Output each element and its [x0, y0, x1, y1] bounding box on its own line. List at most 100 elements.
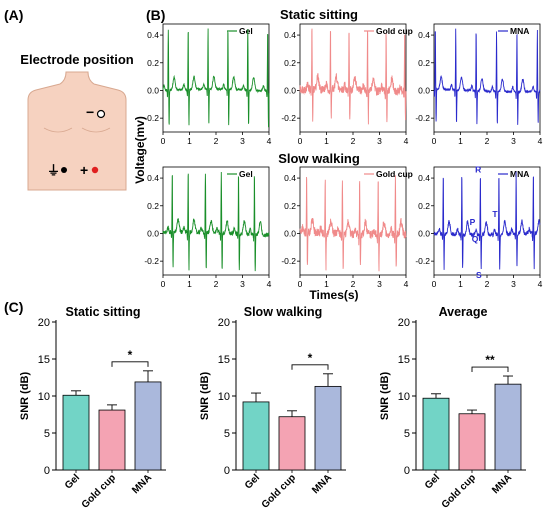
bar-xtick-label: Gel	[63, 472, 82, 491]
wave-label-p: P	[470, 217, 476, 227]
significance-bracket	[111, 361, 149, 367]
ecg-ytick-label: 0.2	[418, 201, 430, 211]
ecg-ytick-label: 0.4	[418, 30, 430, 40]
ecg-trace-gel	[162, 28, 270, 128]
wave-label-t: T	[492, 209, 498, 219]
ecg-ytick-label: 0.2	[147, 58, 159, 68]
ecg-xtick-label: 3	[377, 279, 382, 289]
ecg-xtick-label: 1	[324, 279, 329, 289]
bar-ytick-label: 15	[38, 354, 50, 366]
bar-ytick-label: 0	[44, 465, 50, 477]
ecg-xtick-label: 2	[351, 279, 356, 289]
ecg-ytick-label: 0.0	[418, 228, 430, 238]
chest-contour-right	[81, 127, 111, 133]
ground-electrode	[61, 167, 67, 173]
ecg-legend-label: Gel	[239, 26, 253, 36]
bar-ytick-label: 15	[398, 354, 410, 366]
ecg-ytick-label: 0.4	[284, 30, 296, 40]
ecg-frame	[299, 23, 407, 133]
bar-ytick-label: 10	[38, 391, 50, 403]
bar-xtick-label: Gold cup	[80, 472, 118, 510]
significance-bracket	[471, 366, 509, 373]
ecg-xtick-label: 3	[240, 136, 245, 146]
ecg-legend-label: MNA	[510, 169, 529, 179]
bar-xtick-label: Gold cup	[260, 472, 298, 510]
ecg-xtick-label: 1	[187, 279, 192, 289]
ecg-xtick-label: 2	[214, 279, 219, 289]
torso-illustration	[27, 71, 127, 191]
ecg-ytick-label: 0.0	[284, 228, 296, 238]
ecg-ylabel: Voltage(mv)	[133, 116, 147, 184]
wave-label-q: Q	[472, 234, 479, 244]
ecg-ytick-label: -0.2	[415, 113, 430, 123]
ecg-xtick-label: 0	[432, 279, 437, 289]
negative-sign: −	[86, 104, 94, 120]
ecg-xtick-label: 3	[511, 136, 516, 146]
bar-ytick-label: 20	[38, 317, 50, 329]
ecg-frame	[433, 23, 541, 133]
ecg-plot-walking-1: 0.4 0.2 0.0 -0.2 0 1 2 3 4 Gold cup	[281, 166, 413, 289]
bar-ytick-label: 5	[404, 428, 410, 440]
ecg-ytick-label: -0.2	[144, 113, 159, 123]
ecg-frame	[433, 166, 541, 276]
ecg-xtick-label: 0	[298, 279, 303, 289]
bar-xtick-label: MNA	[490, 472, 514, 496]
ecg-ytick-label: 0.4	[284, 173, 296, 183]
ecg-xtick-label: 4	[404, 279, 409, 289]
ecg-ytick-label: 0.2	[418, 58, 430, 68]
ecg-xtick-label: 0	[298, 136, 303, 146]
negative-electrode	[96, 109, 106, 119]
bar-chart-title: Average	[439, 305, 488, 319]
ecg-trace-gold-cup	[299, 175, 407, 272]
ecg-ytick-label: -0.2	[281, 113, 296, 123]
ecg-legend-label: Gel	[239, 169, 253, 179]
ecg-xtick-label: 1	[187, 136, 192, 146]
bar-ytick-label: 5	[224, 428, 230, 440]
ecg-xtick-label: 4	[538, 136, 543, 146]
ecg-plot-static-2: 0.4 0.2 0.0 -0.2 0 1 2 3 4 MNA	[415, 23, 543, 146]
bar-gel	[62, 394, 90, 471]
ecg-legend-label: Gold cup	[376, 169, 413, 179]
ecg-xtick-label: 0	[161, 136, 166, 146]
ecg-xtick-label: 3	[240, 279, 245, 289]
bar-ytick-label: 0	[404, 465, 410, 477]
ecg-ytick-label: 0.2	[147, 201, 159, 211]
significance-label: **	[485, 353, 495, 367]
ecg-xtick-label: 0	[161, 279, 166, 289]
ecg-plot-walking-2: 0.4 0.2 0.0 -0.2 0 1 2 3 4 MNA R T PQ S	[415, 165, 542, 289]
bar-gel	[242, 401, 270, 471]
bar-mna	[134, 381, 162, 471]
ecg-trace-gel	[162, 171, 270, 272]
ecg-plot-walking-0: 0.4 0.2 0.0 -0.2 0 1 2 3 4 Gel	[144, 166, 272, 289]
electrode-panel: Electrode position − ⏚ +	[20, 52, 134, 191]
bar-ytick-label: 20	[218, 317, 230, 329]
ecg-ytick-label: 0.4	[418, 173, 430, 183]
bar-ytick-label: 20	[398, 317, 410, 329]
ecg-xtick-label: 2	[485, 279, 490, 289]
row-title-walking: Slow walking	[278, 151, 360, 166]
bar-ylabel: SNR (dB)	[199, 372, 211, 421]
bar-xtick-label: MNA	[310, 472, 334, 496]
ecg-ytick-label: -0.2	[281, 256, 296, 266]
wave-label-s: S	[476, 270, 482, 280]
ground-symbol: ⏚	[47, 163, 60, 178]
significance-label: *	[308, 351, 313, 365]
positive-electrode	[91, 166, 99, 174]
ecg-xtick-label: 4	[404, 136, 409, 146]
ecg-ytick-label: 0.2	[284, 58, 296, 68]
bar-ylabel: SNR (dB)	[379, 372, 391, 421]
ecg-trace-mna	[433, 171, 541, 270]
ecg-xtick-label: 1	[458, 136, 463, 146]
significance-bracket	[291, 364, 329, 370]
ecg-xtick-label: 2	[214, 136, 219, 146]
bar-ytick-label: 15	[218, 354, 230, 366]
ecg-trace-gold-cup	[299, 28, 407, 125]
ecg-ytick-label: 0.4	[147, 173, 159, 183]
ecg-trace-mna	[433, 28, 541, 125]
bar-ytick-label: 10	[218, 391, 230, 403]
ecg-xtick-label: 1	[324, 136, 329, 146]
bar-xtick-label: Gold cup	[440, 472, 478, 510]
bar-ytick-label: 0	[224, 465, 230, 477]
